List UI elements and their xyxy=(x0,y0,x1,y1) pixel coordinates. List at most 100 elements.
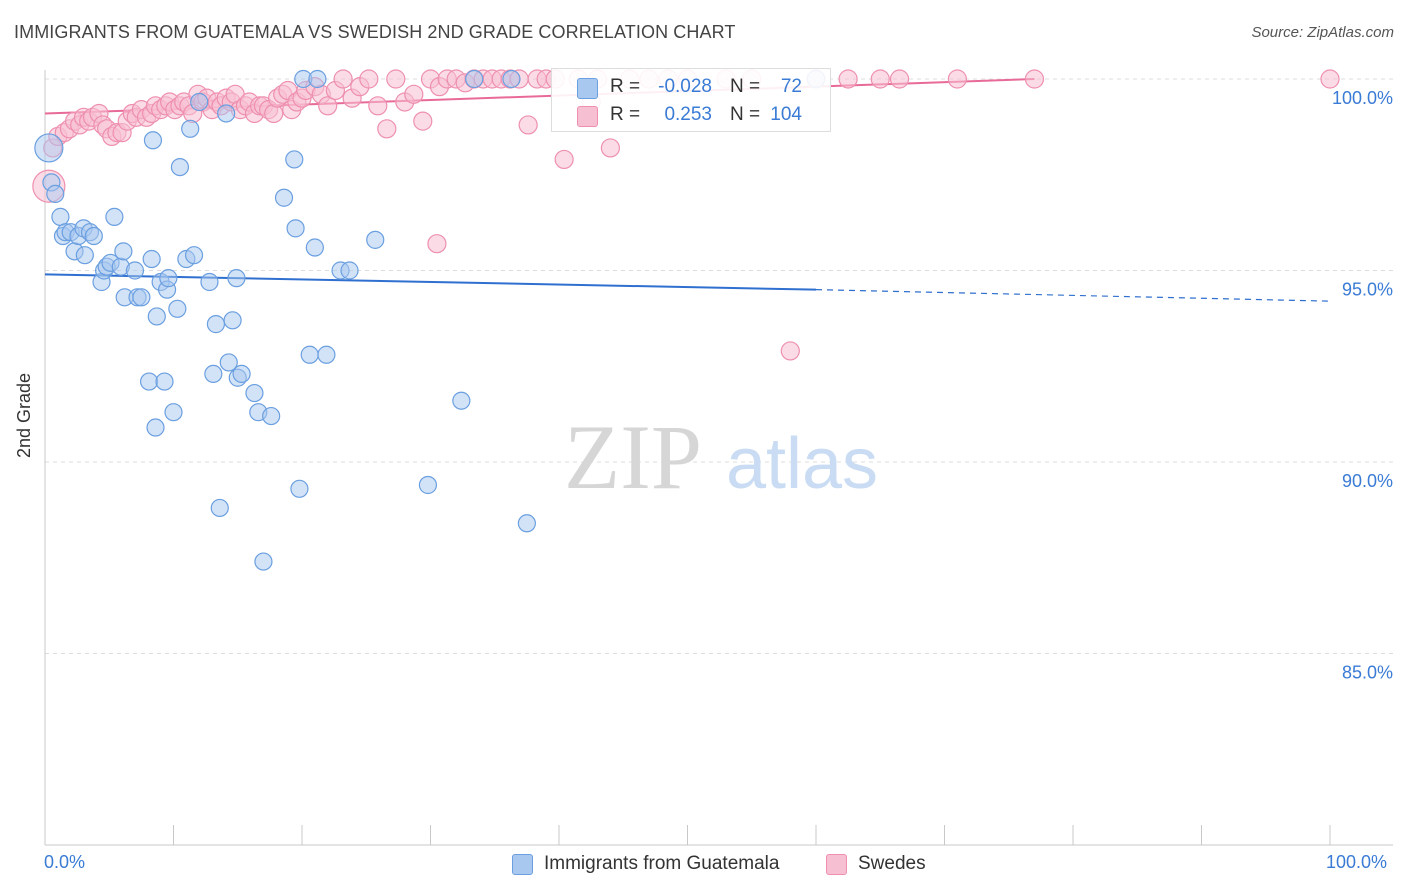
point-swedes xyxy=(870,69,890,89)
bottom-legend-label: Immigrants from Guatemala xyxy=(544,853,780,874)
point-guatemala xyxy=(164,403,183,422)
point-swedes xyxy=(838,69,858,89)
y-tick-label: 95.0% xyxy=(1342,280,1393,300)
gridlines xyxy=(45,78,1393,654)
point-guatemala xyxy=(206,315,226,334)
point-swedes xyxy=(947,69,967,89)
point-swedes xyxy=(780,341,800,361)
point-guatemala xyxy=(217,104,236,123)
bottom-legend-swatch-pink xyxy=(826,854,847,875)
axes xyxy=(44,70,1393,846)
y-tick-label: 90.0% xyxy=(1342,471,1393,491)
point-swedes xyxy=(427,234,447,254)
n-value: 104 xyxy=(770,104,802,125)
legend-row-swedes: R = 0.253 N = 104 xyxy=(552,100,830,130)
point-guatemala xyxy=(125,261,145,280)
point-guatemala xyxy=(181,119,200,138)
point-guatemala xyxy=(502,69,521,89)
point-guatemala xyxy=(139,372,159,391)
watermark-zip: ZIP xyxy=(564,406,702,508)
point-guatemala xyxy=(300,345,319,364)
point-swedes xyxy=(359,69,379,89)
point-guatemala xyxy=(200,272,219,292)
point-guatemala xyxy=(340,261,359,280)
point-guatemala xyxy=(305,238,324,257)
point-guatemala xyxy=(285,150,304,169)
point-guatemala xyxy=(168,299,187,318)
point-guatemala xyxy=(132,288,151,307)
point-guatemala xyxy=(143,131,163,150)
n-label: N = xyxy=(730,76,761,97)
point-guatemala xyxy=(219,353,238,372)
bottom-legend-swatch-blue xyxy=(512,854,533,875)
point-guatemala xyxy=(245,383,264,403)
r-value: 0.253 xyxy=(664,104,712,125)
point-guatemala xyxy=(286,219,305,238)
r-value: -0.028 xyxy=(658,76,712,97)
points-guatemala xyxy=(34,69,826,571)
r-label: R = xyxy=(610,104,641,125)
point-guatemala xyxy=(204,364,223,384)
legend-swatch-blue xyxy=(577,78,598,99)
point-swedes xyxy=(377,119,397,139)
point-guatemala xyxy=(262,406,281,426)
x-tick-max: 100.0% xyxy=(1326,852,1388,872)
point-guatemala xyxy=(147,307,166,326)
point-guatemala xyxy=(34,133,64,163)
point-guatemala xyxy=(517,514,536,533)
watermark: ZIP atlas xyxy=(564,406,878,508)
point-guatemala xyxy=(418,475,438,495)
point-guatemala xyxy=(75,246,94,265)
y-axis-label: 2nd Grade xyxy=(14,372,34,458)
n-value: 72 xyxy=(780,76,802,97)
r-label: R = xyxy=(610,76,641,97)
x-tick-min: 0.0% xyxy=(44,852,86,872)
n-label: N = xyxy=(730,104,761,125)
point-guatemala xyxy=(317,345,336,364)
legend-row-guatemala: R = -0.028 N = 72 xyxy=(552,72,830,102)
chart-title: IMMIGRANTS FROM GUATEMALA VS SWEDISH 2ND… xyxy=(14,22,736,42)
point-swedes xyxy=(386,69,406,89)
trend-line-dashed xyxy=(815,289,1331,302)
point-guatemala xyxy=(170,157,190,177)
y-tick-labels: 85.0% 90.0% 95.0% 100.0% xyxy=(1332,88,1393,683)
point-guatemala xyxy=(184,246,204,265)
point-guatemala xyxy=(366,230,385,249)
legend-swatch-pink xyxy=(577,106,598,127)
point-swedes xyxy=(600,138,621,158)
point-guatemala xyxy=(146,418,165,437)
watermark-atlas: atlas xyxy=(726,424,878,504)
point-guatemala xyxy=(232,364,251,384)
point-guatemala xyxy=(210,498,229,518)
point-guatemala xyxy=(105,207,124,226)
point-guatemala xyxy=(227,269,246,288)
point-guatemala xyxy=(223,311,242,330)
point-swedes xyxy=(318,96,338,116)
point-guatemala xyxy=(452,391,471,410)
point-guatemala xyxy=(254,552,273,571)
point-guatemala xyxy=(465,69,484,89)
point-guatemala xyxy=(46,184,65,203)
point-guatemala xyxy=(159,269,178,288)
point-guatemala xyxy=(308,69,327,89)
point-swedes xyxy=(1320,69,1340,89)
point-guatemala xyxy=(51,207,70,226)
point-swedes xyxy=(518,115,538,135)
point-guatemala xyxy=(290,479,309,498)
point-swedes xyxy=(413,111,433,131)
point-swedes xyxy=(333,69,353,89)
point-guatemala xyxy=(114,242,133,261)
point-swedes xyxy=(554,149,574,170)
source-label: Source: ZipAtlas.com xyxy=(1251,24,1394,41)
y-tick-label: 85.0% xyxy=(1342,663,1393,683)
point-swedes xyxy=(368,96,388,116)
point-guatemala xyxy=(190,92,209,112)
stats-legend: R = -0.028 N = 72 R = 0.253 N = 104 xyxy=(551,68,831,132)
point-swedes xyxy=(889,69,910,89)
point-guatemala xyxy=(155,372,174,391)
point-guatemala xyxy=(142,249,161,269)
y-tick-label: 100.0% xyxy=(1332,88,1393,108)
point-guatemala xyxy=(274,188,294,207)
point-guatemala xyxy=(84,226,103,246)
